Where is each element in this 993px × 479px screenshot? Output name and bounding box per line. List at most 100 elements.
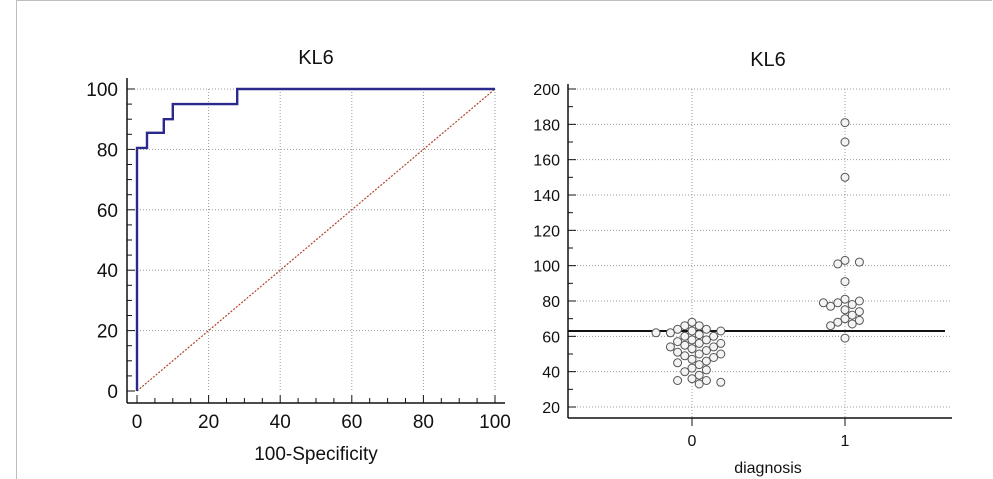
figure-frame — [16, 0, 992, 479]
dot-y-tick-label: 20 — [542, 400, 560, 417]
roc-y-tick-label: 20 — [97, 322, 118, 343]
dot-point — [854, 315, 864, 325]
dot-point — [680, 321, 690, 331]
dot-point — [694, 321, 704, 331]
dot-point — [687, 354, 697, 364]
dot-point — [665, 328, 675, 338]
roc-x-tick-labels: 0 20 40 60 80 100 — [132, 412, 511, 433]
roc-x-tick-label: 20 — [198, 412, 219, 433]
dot-x-tick-label: 0 — [688, 433, 697, 450]
dot-point — [687, 374, 697, 384]
dot-point — [716, 377, 726, 387]
dot-point — [680, 331, 690, 341]
dot-point — [818, 298, 828, 308]
dot-point — [694, 330, 704, 340]
dot-point — [701, 376, 711, 385]
dot-point — [665, 342, 675, 352]
dot-point — [840, 314, 850, 324]
dot-point — [833, 317, 843, 327]
dot-point — [840, 277, 850, 287]
dot-x-tick-label: 1 — [841, 433, 850, 450]
roc-axes — [126, 78, 505, 404]
dot-y-tick-label: 200 — [533, 82, 560, 99]
roc-curve-line — [135, 87, 495, 391]
roc-x-tick-label: 100 — [479, 412, 511, 433]
roc-x-tick-label: 60 — [341, 412, 362, 433]
dot-point — [716, 338, 726, 348]
roc-y-tick-label: 60 — [97, 201, 118, 222]
dot-point — [687, 363, 697, 373]
dot-point — [694, 338, 704, 348]
dot-point — [833, 298, 843, 308]
dot-point — [826, 321, 836, 331]
dot-point — [694, 360, 704, 370]
roc-y-tick-label: 0 — [107, 382, 118, 403]
dot-point — [680, 367, 690, 377]
dot-y-tick-label: 40 — [542, 365, 560, 382]
dot-y-tick-label: 160 — [533, 153, 560, 170]
dot-y-tick-label: 60 — [542, 329, 560, 346]
dot-point — [673, 347, 683, 357]
dot-point — [847, 300, 857, 309]
roc-x-tick-label: 80 — [413, 412, 434, 433]
dot-point — [701, 365, 711, 375]
roc-y-tick-label: 100 — [86, 80, 118, 101]
dot-point — [673, 358, 683, 368]
dot-point — [687, 335, 697, 345]
dot-y-tick-label: 140 — [533, 188, 560, 205]
dot-point — [687, 344, 697, 354]
dot-point — [687, 317, 697, 327]
dot-point — [840, 305, 850, 315]
dot-y-tick-label: 180 — [533, 117, 560, 134]
roc-y-tick-label: 80 — [97, 140, 118, 161]
dot-point — [673, 324, 683, 334]
dot-point — [840, 118, 850, 128]
dot-plot-title: KL6 — [750, 49, 786, 71]
roc-x-axis-label: 100-Specificity — [254, 444, 378, 465]
dot-plot-axes — [567, 84, 952, 426]
dot-point — [701, 324, 711, 334]
roc-reference-line — [136, 88, 496, 392]
dot-point — [651, 328, 661, 338]
dot-point — [673, 337, 683, 347]
dot-point — [680, 351, 690, 361]
roc-series-group — [135, 87, 496, 392]
roc-chart-title: KL6 — [298, 47, 334, 69]
dot-point — [826, 301, 836, 311]
roc-chart: KL6 0 20 40 60 80 100 0 20 40 60 80 100 100-Specif… — [86, 47, 511, 465]
dot-point — [840, 172, 850, 182]
dot-y-tick-label: 80 — [542, 294, 560, 311]
dot-y-tick-label: 100 — [533, 259, 560, 276]
dot-point — [847, 319, 857, 329]
dot-plot-points — [651, 118, 864, 389]
roc-grid — [137, 88, 496, 391]
roc-x-tick-label: 0 — [132, 412, 143, 433]
dot-point — [694, 379, 704, 389]
dot-plot-y-tick-labels: 20 40 60 80 100 120 140 160 180 200 — [533, 82, 560, 417]
dot-point — [854, 257, 864, 267]
dot-point — [701, 335, 711, 345]
dot-point — [716, 326, 726, 336]
dot-point — [854, 296, 864, 306]
dot-point — [716, 349, 726, 359]
dot-plot-x-axis-label: diagnosis — [734, 460, 802, 477]
dot-plot-grid — [568, 88, 952, 418]
roc-y-tick-labels: 0 20 40 60 80 100 — [86, 80, 118, 403]
dot-point — [701, 346, 711, 355]
roc-x-tick-label: 40 — [270, 412, 291, 433]
roc-y-tick-label: 40 — [97, 261, 118, 282]
dot-point — [847, 310, 857, 320]
dot-point — [854, 307, 864, 317]
dot-point — [694, 349, 704, 359]
dot-point — [840, 255, 850, 265]
dot-point — [694, 370, 704, 380]
dot-point — [833, 259, 843, 269]
dot-point — [840, 333, 850, 343]
dot-point — [840, 294, 850, 304]
dot-point — [709, 331, 719, 341]
dot-point — [709, 353, 719, 362]
dot-point — [709, 342, 719, 352]
